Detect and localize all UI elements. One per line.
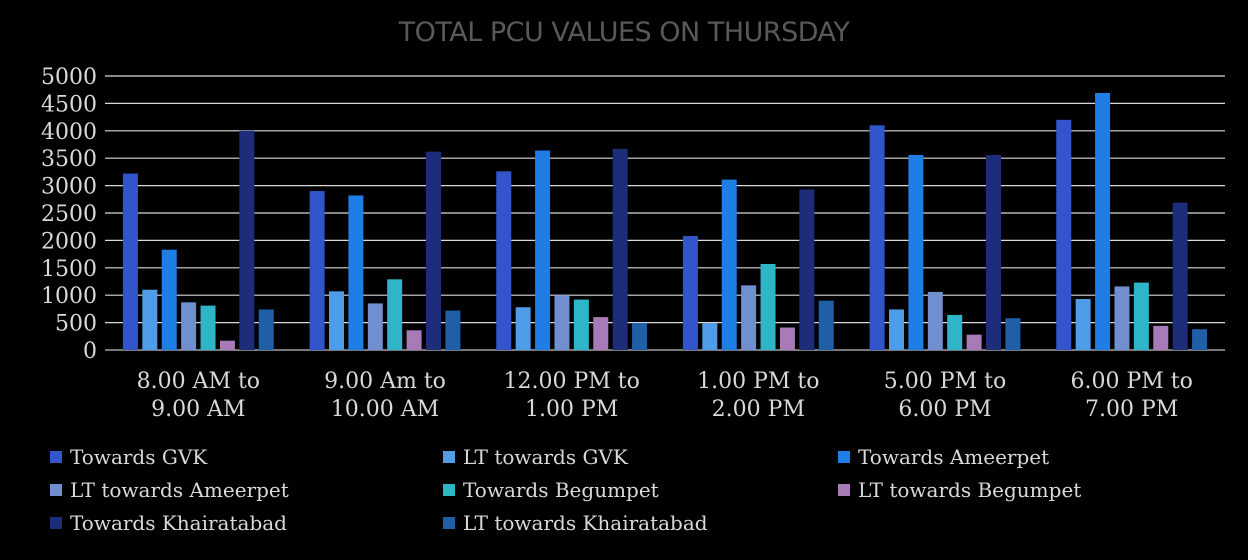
x-tick-label: 6.00 PM [898,397,991,422]
bars [122,92,1208,350]
bar [721,179,737,350]
x-tick-label: 9.00 AM [151,397,245,422]
bar [760,263,776,350]
bar [779,327,795,350]
bar [702,323,718,350]
bar [573,299,589,350]
bar [181,302,197,350]
y-tick-label: 1000 [41,284,97,309]
bar [1153,325,1169,350]
legend-entry: Towards Begumpet [463,478,659,502]
y-tick-label: 2000 [41,229,97,254]
legend-swatch [838,451,850,463]
y-tick-label: 4000 [41,120,97,145]
y-tick-label: 0 [83,339,97,364]
bar [632,323,648,350]
bar [908,154,924,350]
legend-entry: Towards Khairatabad [70,511,287,535]
bar [219,340,235,350]
legend-entry: LT towards Begumpet [858,478,1081,502]
bar [889,309,904,350]
bar [1005,318,1021,350]
bar [239,130,255,350]
bar [496,171,512,350]
x-tick-label: 1.00 PM [525,397,618,422]
chart-title: TOTAL PCU VALUES ON THURSDAY [398,17,851,48]
bar [1133,282,1149,350]
y-tick-label: 3000 [41,175,97,200]
x-tick-label: 9.00 Am to [324,369,446,394]
bar [515,307,531,350]
y-tick-label: 1500 [41,257,97,282]
x-tick-label: 10.00 AM [331,397,439,422]
bar [535,150,551,350]
bar [426,151,441,350]
bar [799,189,815,350]
bar [406,330,422,350]
bar [122,173,138,350]
x-tick-label: 5.00 PM to [884,369,1006,394]
legend-entry: Towards Ameerpet [858,445,1049,469]
bar [445,310,461,350]
bar [200,305,216,350]
bar [1172,202,1188,350]
legend-swatch [443,451,455,463]
x-tick-label: 1.00 PM to [697,369,819,394]
legend-swatch [50,517,62,529]
x-tick-label: 8.00 AM to [137,369,260,394]
bar [986,154,1001,350]
bar [966,334,982,350]
legend-entry: LT towards Ameerpet [70,478,289,502]
y-tick-label: 2500 [41,202,97,227]
bar [367,303,383,350]
y-tick-label: 5000 [41,65,97,90]
legend: Towards GVK LT towards GVK Towards Ameerpe… [50,445,1081,535]
legend-swatch [50,451,62,463]
legend-swatch [443,484,455,496]
bar [682,236,698,350]
bar [593,317,609,350]
bar [309,191,325,350]
x-tick-label: 12.00 PM to [503,369,639,394]
bar [1192,329,1208,350]
x-tick-label: 2.00 PM [712,397,805,422]
x-tick-label: 6.00 PM to [1070,369,1192,394]
bar [258,309,274,350]
bar [1056,119,1072,350]
y-tick-label: 500 [55,312,97,337]
legend-swatch [443,517,455,529]
bar [329,291,344,350]
bar [1114,286,1130,350]
y-tick-label: 4500 [41,92,97,117]
x-axis: 8.00 AM to 9.00 AM 9.00 Am to 10.00 AM 12.00… [137,369,1193,422]
bar [947,314,963,350]
bar [387,279,403,350]
bar [1095,92,1111,350]
bar [348,195,364,350]
y-tick-label: 3500 [41,147,97,172]
x-tick-label: 7.00 PM [1085,397,1178,422]
bar [741,285,757,350]
bar [142,289,158,350]
legend-entry: Towards GVK [70,445,208,469]
bar [869,125,885,350]
legend-swatch [50,484,62,496]
legend-entry: LT towards Khairatabad [463,511,708,535]
gridlines [105,75,1225,351]
bar [1075,299,1091,350]
bar [161,249,177,350]
bar [927,291,943,350]
legend-swatch [838,484,850,496]
legend-entry: LT towards GVK [463,445,629,469]
bar [612,148,628,350]
bar [554,295,570,350]
bar [818,300,834,350]
